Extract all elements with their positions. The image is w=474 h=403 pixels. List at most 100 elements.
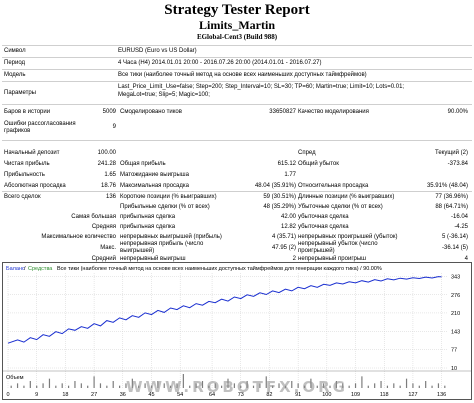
loss-trades-value: 88 (64.71%) [435, 204, 468, 210]
x-tick-label: 118 [380, 392, 389, 398]
max-label: Макс. [100, 245, 116, 251]
divider [2, 45, 472, 46]
total-value: 136 [105, 194, 116, 200]
expert-name: Limits_Martin [199, 18, 275, 32]
reldd-label: Относительная просадка [298, 183, 369, 189]
largest-profit-label: прибыльная сделка [120, 214, 176, 220]
maxdd-value: 48.04 (35.91%) [254, 183, 296, 189]
divider [2, 104, 472, 105]
max-loss-value: -36.14 (5) [441, 245, 468, 251]
errors-value: 9 [112, 124, 116, 130]
server-name: EGlobal-Cent3 (Build 988) [196, 33, 278, 41]
symbol-value: EURUSD (Euro vs US Dollar) [118, 48, 197, 54]
model-label: Модель [4, 72, 26, 78]
x-tick-label: 127 [408, 392, 417, 398]
largest-profit-value: 42.00 [280, 214, 296, 220]
netprofit-value: 241.28 [97, 161, 116, 167]
avg-label: Средняя [91, 224, 116, 230]
x-tick-label: 27 [91, 392, 97, 398]
max-win-label-line2: выигрышей) [120, 248, 155, 254]
balance-line [7, 276, 442, 344]
deposit-label: Начальный депозит [4, 150, 60, 156]
grossprofit-label: Общая прибыль [120, 161, 166, 167]
max-loss-label-line1: непрерывный убыток (число [298, 241, 378, 247]
avgcons-win-label: непрерывный выигрыш [120, 256, 186, 262]
max-win-label-line1: непрерывная прибыль (число [120, 241, 204, 247]
divider [2, 81, 472, 82]
largest-label: Самая большая [71, 214, 116, 220]
maxcount-loss-label: непрерывных проигрышей (убыток) [298, 234, 398, 240]
params-value-line2: MegaLot=true; Slip=5; Magic=100; [118, 92, 210, 98]
errors-label-line2: графиков [4, 128, 31, 134]
pf-label: Прибыльность [4, 172, 45, 178]
x-tick-label: 45 [148, 392, 154, 398]
avgcons-label: Средний [91, 256, 116, 262]
balance-chart: Баланс / Средства Все тики (наиболее точ… [2, 262, 472, 400]
y-tick-label: 210 [451, 311, 460, 317]
maxcount-win-value: 4 (35.71) [271, 234, 296, 240]
x-tick-label: 54 [177, 392, 183, 398]
divider [2, 57, 472, 58]
divider [2, 69, 472, 70]
x-tick-label: 82 [266, 392, 272, 398]
symbol-label: Символ [4, 48, 26, 54]
balance-line-group [7, 276, 442, 344]
x-tick-label: 136 [437, 392, 446, 398]
x-tick-label: 9 [35, 392, 38, 398]
total-label: Всего сделок [4, 194, 41, 200]
max-loss-label-line2: проигрышей) [298, 248, 335, 254]
spread-label: Спред [298, 150, 316, 156]
y-tick-label: 143 [451, 329, 460, 335]
expected-label: Матожидание выигрыша [120, 172, 189, 178]
bars-label: Баров в истории [4, 109, 51, 115]
model-value: Все тики (наиболее точный метод на основ… [118, 72, 367, 78]
avg-profit-label: прибыльная сделка [120, 224, 176, 230]
params-value-line1: Last_Price_Limit_Use=false; Step=200; St… [118, 84, 405, 90]
maxcount-loss-value: 5 (-36.14) [441, 234, 468, 240]
long-label: Длинные позиции (% выигравших) [298, 194, 395, 200]
long-value: 77 (36.96%) [435, 194, 468, 200]
divider [2, 140, 472, 141]
maxdd-label: Максимальная просадка [120, 183, 189, 189]
profit-trades-value: 48 (35.29%) [263, 204, 296, 210]
y-tick-label: 276 [451, 293, 460, 299]
grossprofit-value: 615.12 [277, 161, 296, 167]
x-tick-label: 91 [295, 392, 301, 398]
x-tick-label: 36 [120, 392, 126, 398]
x-tick-label: 73 [238, 392, 244, 398]
chart-grid [3, 273, 471, 388]
report-title: Strategy Tester Report [164, 2, 310, 18]
maxcount-win-label: непрерывных выигрышей (прибыль) [120, 234, 222, 240]
period-value: 4 Часа (H4) 2014.01.01 20:00 - 2016.07.2… [118, 60, 322, 66]
avg-loss-label: убыточная сделка [298, 224, 349, 230]
avgcons-win-value: 2 [292, 256, 296, 262]
avg-profit-value: 12.82 [280, 224, 296, 230]
pf-value: 1.65 [104, 172, 116, 178]
netprofit-label: Чистая прибыль [4, 161, 50, 167]
y-tick-label: 343 [451, 274, 460, 280]
spread-value: Текущий (2) [435, 150, 468, 156]
legend-balance-label: Баланс [6, 266, 25, 272]
grossloss-value: -373.84 [447, 161, 468, 167]
y-tick-label: 10 [451, 366, 457, 372]
ticks-value: 33650827 [269, 109, 296, 115]
legend-model-text: Все тики (наиболее точный метод на основ… [57, 265, 382, 272]
absdd-value: 18.76 [100, 183, 116, 189]
largest-loss-label: убыточная сделка [298, 214, 349, 220]
quality-label: Качество моделирования [298, 109, 369, 115]
volume-label: Объем [6, 375, 24, 381]
x-tick-label: 109 [351, 392, 360, 398]
params-label: Параметры [4, 90, 36, 96]
profit-trades-label: Прибыльные сделки (% от всех) [120, 204, 210, 210]
legend-equity-label: Средства [28, 266, 53, 272]
avgcons-loss-value: 4 [464, 256, 468, 262]
maxcount-label: Максимальное количество [41, 234, 116, 240]
short-label: Короткие позиции (% выигравших) [120, 194, 217, 200]
largest-loss-value: -16.04 [450, 214, 468, 220]
avg-loss-value: -4.25 [454, 224, 468, 230]
reldd-value: 35.91% (48.04) [426, 183, 468, 189]
chart-frame [2, 262, 472, 400]
grossloss-label: Общий убыток [298, 161, 339, 167]
volume-bars [10, 374, 446, 388]
